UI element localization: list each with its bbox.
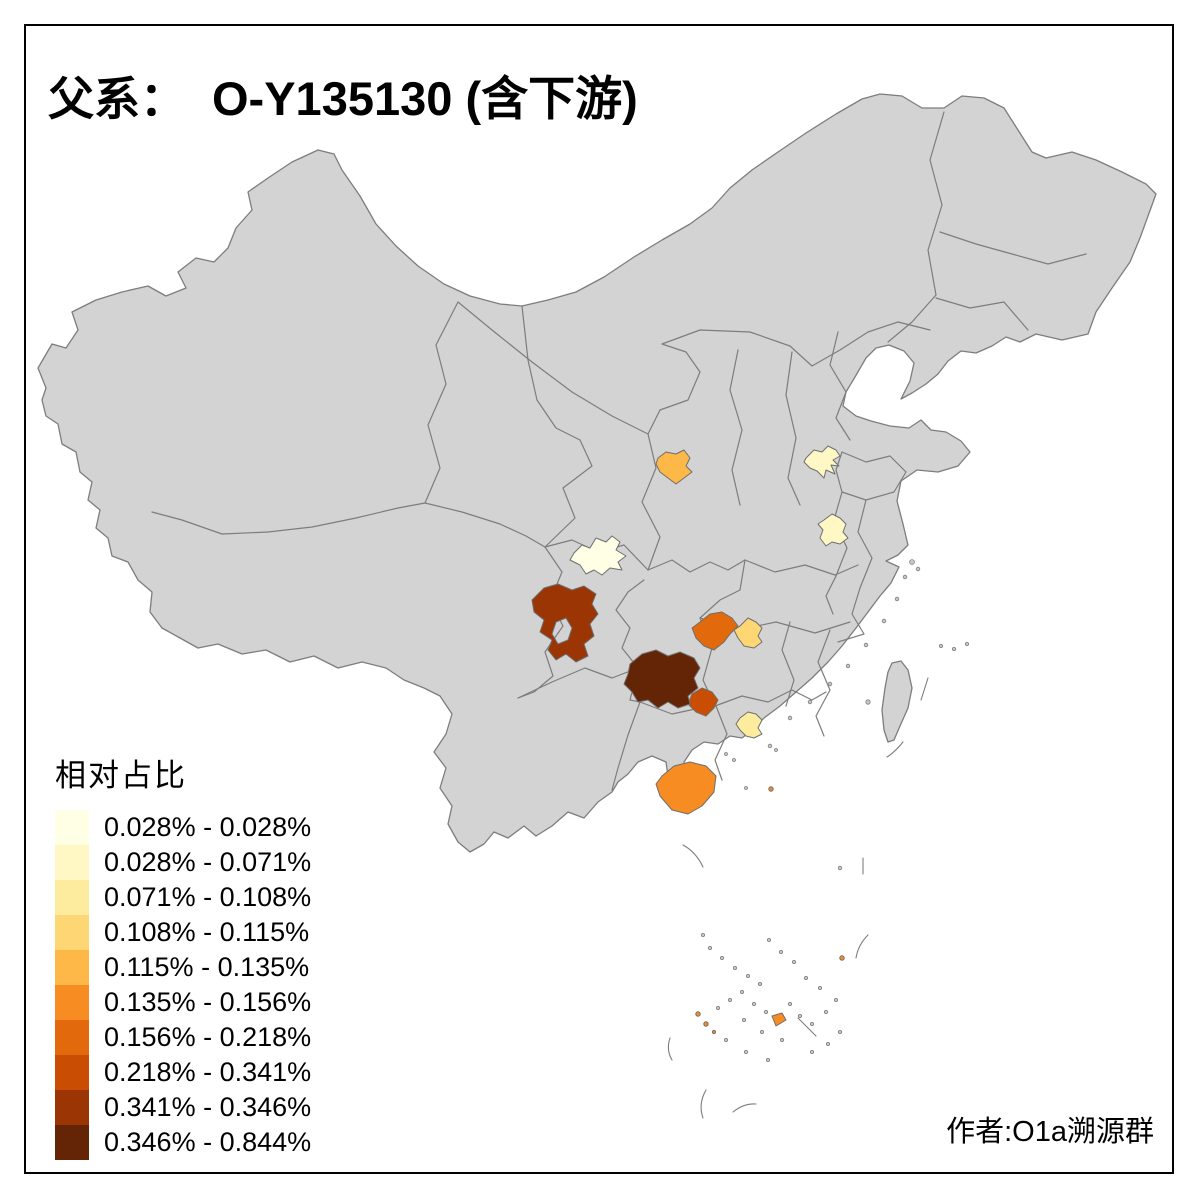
region-hainan (655, 761, 717, 815)
legend-title: 相对占比 (55, 758, 187, 793)
sea-arcs (667, 677, 929, 1119)
legend-swatch (55, 810, 89, 845)
legend-swatch (55, 880, 89, 915)
region-north-guizhou (691, 611, 739, 651)
region-east-gansu (655, 449, 693, 485)
legend-entry: 0.135% - 0.156% (55, 985, 311, 1020)
islets (701, 559, 970, 1063)
legend-label: 0.028% - 0.028% (104, 812, 312, 842)
legend-swatch (55, 1125, 89, 1160)
legend-label: 0.156% - 0.218% (104, 1022, 312, 1052)
legend-swatch (55, 950, 89, 985)
legend-entry: 0.028% - 0.071% (55, 845, 311, 880)
legend-swatch (55, 985, 89, 1020)
legend-entry: 0.218% - 0.341% (55, 1055, 311, 1090)
legend-swatch (55, 1055, 89, 1090)
legend-label: 0.346% - 0.844% (104, 1127, 312, 1157)
region-nw-sichuan (569, 535, 627, 576)
legend-entry: 0.108% - 0.115% (55, 915, 311, 950)
title-main: O-Y135130 (含下游) (212, 72, 638, 125)
region-east-guizhou (623, 649, 701, 709)
title-prefix: 父系： (48, 74, 186, 125)
region-scs-islets (695, 786, 845, 1035)
legend-swatch (55, 1020, 89, 1055)
plot-border (24, 24, 1174, 1174)
mainland-outline (37, 93, 1157, 853)
legend-entry: 0.341% - 0.346% (55, 1090, 311, 1125)
legend-entry: 0.028% - 0.028% (55, 810, 311, 845)
legend-label: 0.135% - 0.156% (104, 987, 312, 1017)
legend-entry: 0.071% - 0.108% (55, 880, 311, 915)
region-southwest-sichuan (531, 583, 599, 663)
legend-label: 0.108% - 0.115% (104, 917, 310, 947)
legend-label: 0.341% - 0.346% (104, 1092, 312, 1122)
region-north-henan (803, 445, 841, 479)
legend-swatch (55, 915, 89, 950)
author-credit: 作者:O1a溯源群 (946, 1116, 1154, 1148)
legend-rows: 0.028% - 0.028% 0.028% - 0.071% 0.071% - 0… (55, 810, 311, 1160)
legend-swatch (55, 845, 89, 880)
region-west-guangdong (735, 711, 763, 739)
legend-label: 0.071% - 0.108% (104, 882, 312, 912)
legend-entry: 0.115% - 0.135% (55, 950, 311, 985)
region-chongqing (733, 617, 763, 649)
legend-swatch (55, 1090, 89, 1125)
province-borders (151, 111, 1087, 791)
legend-entry: 0.156% - 0.218% (55, 1020, 311, 1055)
region-central-henan (817, 513, 849, 547)
legend-entry: 0.346% - 0.844% (55, 1125, 311, 1160)
legend: 相对占比 0.028% - 0.028% 0.028% - 0.071% 0.071… (55, 750, 311, 1160)
taiwan-island (881, 660, 913, 743)
legend-label: 0.218% - 0.341% (104, 1057, 312, 1087)
legend-label: 0.028% - 0.071% (104, 847, 312, 877)
map-title: 父系： O-Y135130 (含下游) (48, 60, 638, 129)
region-north-guangxi (687, 687, 719, 717)
legend-label: 0.115% - 0.135% (104, 952, 310, 982)
choropleth-regions (531, 445, 849, 1035)
